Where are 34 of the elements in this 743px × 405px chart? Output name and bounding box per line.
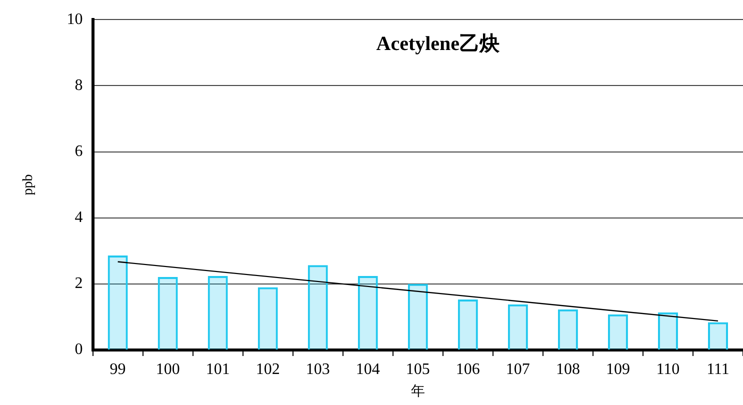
bar (608, 314, 628, 350)
text: Acetylene乙炔 (376, 32, 501, 55)
bar (208, 276, 228, 350)
x-tick-label: 108 (556, 360, 580, 378)
y-tick-label: 0 (74, 341, 83, 358)
x-tick-label: 105 (406, 360, 430, 378)
x-tick-label: 102 (256, 360, 280, 378)
bar (508, 304, 528, 350)
x-tick-label: 101 (206, 360, 230, 378)
x-tick-label: 103 (306, 360, 330, 378)
x-axis-title: 年 (410, 383, 425, 400)
y-tick-label: 8 (74, 76, 83, 94)
x-tick-label: 111 (706, 360, 730, 378)
x-tick-label: 104 (356, 360, 380, 378)
y-tick-label: 10 (66, 10, 83, 28)
bar (258, 287, 278, 350)
bar (158, 276, 178, 350)
x-tick-label: 106 (456, 360, 480, 378)
y-tick-label: 2 (74, 275, 83, 292)
y-axis-title: ppb (21, 174, 36, 196)
bar (408, 284, 428, 350)
bar (708, 322, 728, 350)
bar (458, 299, 478, 350)
x-tick-label: 100 (156, 360, 180, 378)
bar (558, 309, 578, 350)
bar (108, 256, 128, 350)
x-tick-label: 109 (606, 360, 630, 378)
bar (358, 276, 378, 350)
bar (308, 265, 328, 350)
x-tick-label: 99 (110, 360, 126, 378)
x-tick-label: 107 (506, 360, 530, 378)
x-tick-label: 110 (656, 360, 680, 378)
y-tick-label: 4 (74, 209, 83, 226)
y-tick-label: 6 (74, 142, 83, 160)
